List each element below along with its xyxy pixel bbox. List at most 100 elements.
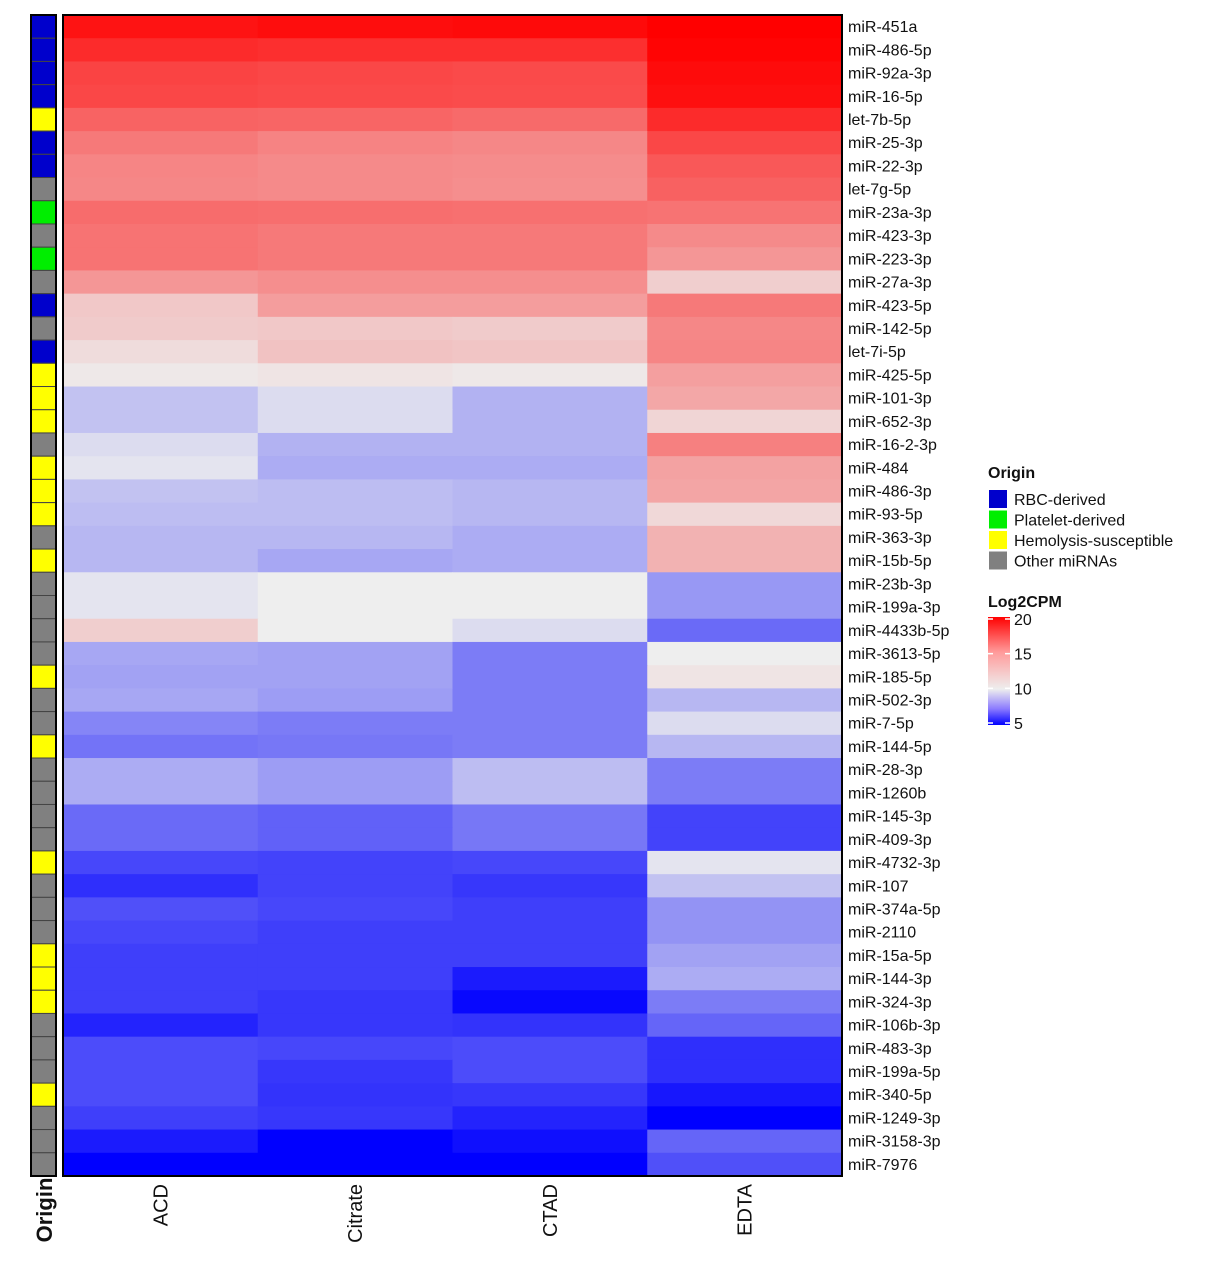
heatmap-cell [257,758,454,782]
heatmap-cell [452,1036,648,1061]
row-label: miR-409-3p [848,832,932,849]
heatmap-cell [452,641,648,666]
heatmap-cell [63,61,259,86]
origin-cell [30,14,57,39]
heatmap-cell [647,549,843,573]
column-label: Citrate [345,1184,367,1243]
row-label: miR-423-5p [848,298,932,315]
heatmap-cell [647,525,843,550]
origin-cell [30,339,57,364]
heatmap-cell [647,247,843,272]
heatmap-cell [647,874,843,898]
heatmap-cell [647,432,843,457]
row-label: miR-483-3p [848,1041,932,1058]
heatmap-cell [257,1059,454,1084]
row-label: miR-223-3p [848,251,932,268]
heatmap-cell [647,270,843,295]
heatmap-cell [63,386,259,411]
heatmap-cell [647,1129,843,1154]
heatmap-cell [647,61,843,86]
heatmap-cell [257,363,454,388]
row-label: miR-16-5p [848,89,923,106]
heatmap-cell [63,432,259,457]
origin-cell [30,827,57,852]
origin-cell [30,711,57,736]
heatmap-cell [63,920,259,945]
heatmap-cell [647,665,843,689]
heatmap-cell [63,618,259,643]
origin-cell [30,1059,57,1084]
heatmap-cell [257,107,454,132]
colorbar-gradient [988,617,1010,725]
origin-legend-swatch [989,551,1007,570]
heatmap-cell [647,711,843,736]
heatmap-cell [452,223,648,248]
heatmap-cell [647,200,843,225]
origin-legend-swatch [989,490,1007,508]
origin-axis-label: Origin [32,1178,57,1243]
heatmap-cell [647,1059,843,1084]
heatmap-cell [63,874,259,898]
heatmap-cell [647,1036,843,1061]
heatmap-cell [257,502,454,527]
colorbar-tick-label: 20 [1014,612,1032,629]
row-label: miR-107 [848,878,909,895]
column-label: ACD [150,1184,172,1226]
origin-cell [30,60,57,86]
row-label: miR-144-3p [848,971,932,988]
heatmap-cell [257,386,454,411]
origin-cell [30,432,57,457]
heatmap-cell [257,967,454,991]
row-label: miR-4433b-5p [848,623,949,640]
row-label: miR-28-3p [848,762,923,779]
heatmap-cell [452,154,648,179]
heatmap-cell [63,247,259,272]
heatmap-cell [647,897,843,922]
heatmap-cell [452,386,648,411]
origin-cell [30,803,57,829]
origin-cell [30,153,57,179]
heatmap-cell [647,363,843,388]
heatmap-cell [452,711,648,736]
row-label: let-7b-5p [848,112,911,129]
heatmap-cell [257,479,454,504]
colorbar-tick-label: 10 [1014,681,1032,698]
heatmap-cell [257,572,454,597]
heatmap-cell [257,1106,454,1131]
heatmap-cell [63,1059,259,1084]
row-label: miR-27a-3p [848,275,932,292]
origin-cell [30,1036,57,1061]
heatmap-cell [257,223,454,248]
colorbar-legend: Log2CPM 20 15 10 5 [988,594,1062,733]
heatmap-cell [257,1036,454,1061]
heatmap-cell [647,967,843,991]
heatmap-cell [257,1129,454,1154]
heatmap-cell [452,247,648,272]
heatmap-cell [257,525,454,550]
heatmap-cell [63,409,259,434]
heatmap-cell [647,84,843,109]
origin-cell [30,502,57,527]
origin-cell [30,734,57,759]
origin-cell [30,571,57,597]
heatmap-cell [647,920,843,945]
heatmap-cell [452,270,648,295]
heatmap-cell [257,641,454,666]
column-labels: ACD Citrate CTAD EDTA [150,1183,756,1243]
origin-cell [30,966,57,991]
heatmap-cell [452,293,648,318]
heatmap-cell [452,734,648,759]
heatmap-border [62,14,843,1177]
heatmap-cell [647,316,843,341]
row-label: miR-340-5p [848,1087,932,1104]
heatmap-cell [452,897,648,922]
colorbar-tick-label: 5 [1014,716,1023,733]
origin-cell [30,850,57,875]
row-label: miR-15b-5p [848,553,932,570]
heatmap-cell [63,1036,259,1061]
origin-cell [30,780,57,805]
heatmap-cell [63,850,259,875]
heatmap-cell [647,943,843,968]
origin-cell [30,409,57,434]
